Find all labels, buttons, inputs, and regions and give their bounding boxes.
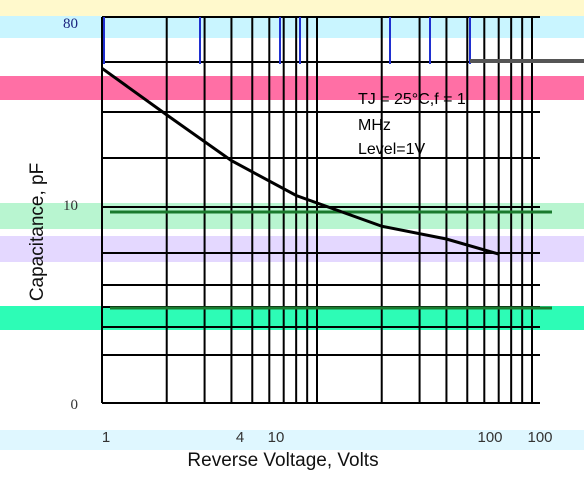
x-tick-label-4: 100 [527, 429, 552, 446]
x-tick-label-0: 1 [102, 429, 110, 446]
x-axis-title: Reverse Voltage, Volts [187, 450, 378, 471]
x-tick-label-1: 4 [236, 429, 244, 446]
x-tick-label-3: 100 [477, 429, 502, 446]
y-axis-title: Capacitance, pF [27, 163, 48, 301]
series-layer [101, 67, 500, 256]
annotation-line-2: MHz [358, 117, 391, 134]
grid [101, 16, 584, 404]
capacitance-curve [101, 67, 500, 256]
color-band-2 [0, 76, 584, 100]
y-tick-label-0: 80 [63, 16, 78, 32]
color-bands [0, 0, 584, 450]
annotation-line-3: Level=1V [358, 141, 425, 158]
color-band-1 [0, 16, 584, 38]
y-tick-label-1: 10 [63, 198, 78, 214]
color-band-0 [0, 0, 584, 16]
x-tick-label-2: 10 [268, 429, 285, 446]
color-band-6 [0, 430, 584, 450]
color-band-4 [0, 236, 584, 262]
y-tick-label-2: 0 [71, 397, 79, 413]
annotation-line-1: TJ = 25°C,f = 1 [358, 91, 466, 108]
